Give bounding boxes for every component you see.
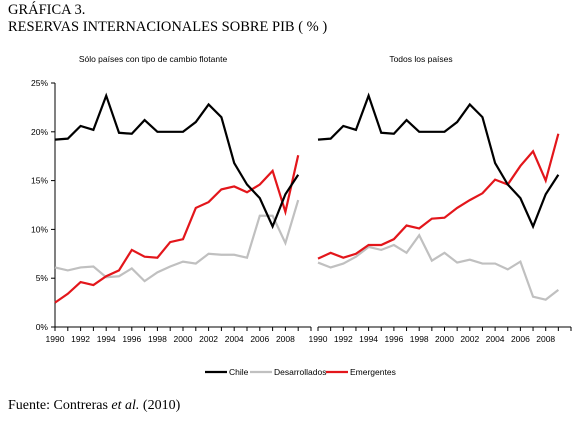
x-tick-label: 1994 xyxy=(97,334,116,344)
x-tick-label: 1990 xyxy=(46,334,65,344)
y-tick-label: 25% xyxy=(31,78,48,88)
series-line-desarrollados xyxy=(317,233,560,301)
source-authors-italic: et al. xyxy=(111,398,140,413)
x-tick-label: 1992 xyxy=(334,334,353,344)
x-tick-label: 1992 xyxy=(71,334,90,344)
x-tick-label: 1996 xyxy=(384,334,403,344)
x-tick-label: 2008 xyxy=(536,334,555,344)
x-tick-label: 2000 xyxy=(174,334,193,344)
x-tick-label: 1998 xyxy=(148,334,167,344)
series-line-emergentes xyxy=(54,154,300,304)
series-line-chile xyxy=(317,92,560,230)
y-tick-label: 10% xyxy=(31,224,48,234)
x-tick-label: 1990 xyxy=(309,334,328,344)
source-note: Fuente: Contreras et al. (2010) xyxy=(8,398,180,414)
x-tick-label: 2000 xyxy=(435,334,454,344)
x-tick-label: 2004 xyxy=(225,334,244,344)
panel-title: Todos los países xyxy=(389,54,452,64)
legend-label: Emergentes xyxy=(350,367,396,377)
x-tick-label: 2006 xyxy=(511,334,530,344)
x-tick-label: 2002 xyxy=(199,334,218,344)
figure-title: RESERVAS INTERNACIONALES SOBRE PIB ( % ) xyxy=(8,19,328,35)
series-line-desarrollados xyxy=(54,199,300,283)
series-line-chile xyxy=(54,92,300,230)
legend-label: Chile xyxy=(229,367,249,377)
figure-label: GRÁFICA 3. xyxy=(8,2,86,18)
x-tick-label: 1998 xyxy=(410,334,429,344)
x-tick-label: 1994 xyxy=(359,334,378,344)
x-tick-label: 1996 xyxy=(122,334,141,344)
x-tick-label: 2004 xyxy=(486,334,505,344)
series-line-emergentes xyxy=(317,133,560,260)
x-tick-label: 2006 xyxy=(250,334,269,344)
y-tick-label: 5% xyxy=(36,273,49,283)
x-tick-label: 2008 xyxy=(276,334,295,344)
y-tick-label: 20% xyxy=(31,127,48,137)
panel-title: Sólo países con tipo de cambio flotante xyxy=(79,54,228,64)
y-tick-label: 0% xyxy=(36,322,49,332)
x-tick-label: 2002 xyxy=(460,334,479,344)
source-prefix: Fuente: Contreras xyxy=(8,398,112,413)
legend-label: Desarrollados xyxy=(274,367,326,377)
source-year: (2010) xyxy=(139,398,181,413)
y-tick-label: 15% xyxy=(31,176,48,186)
